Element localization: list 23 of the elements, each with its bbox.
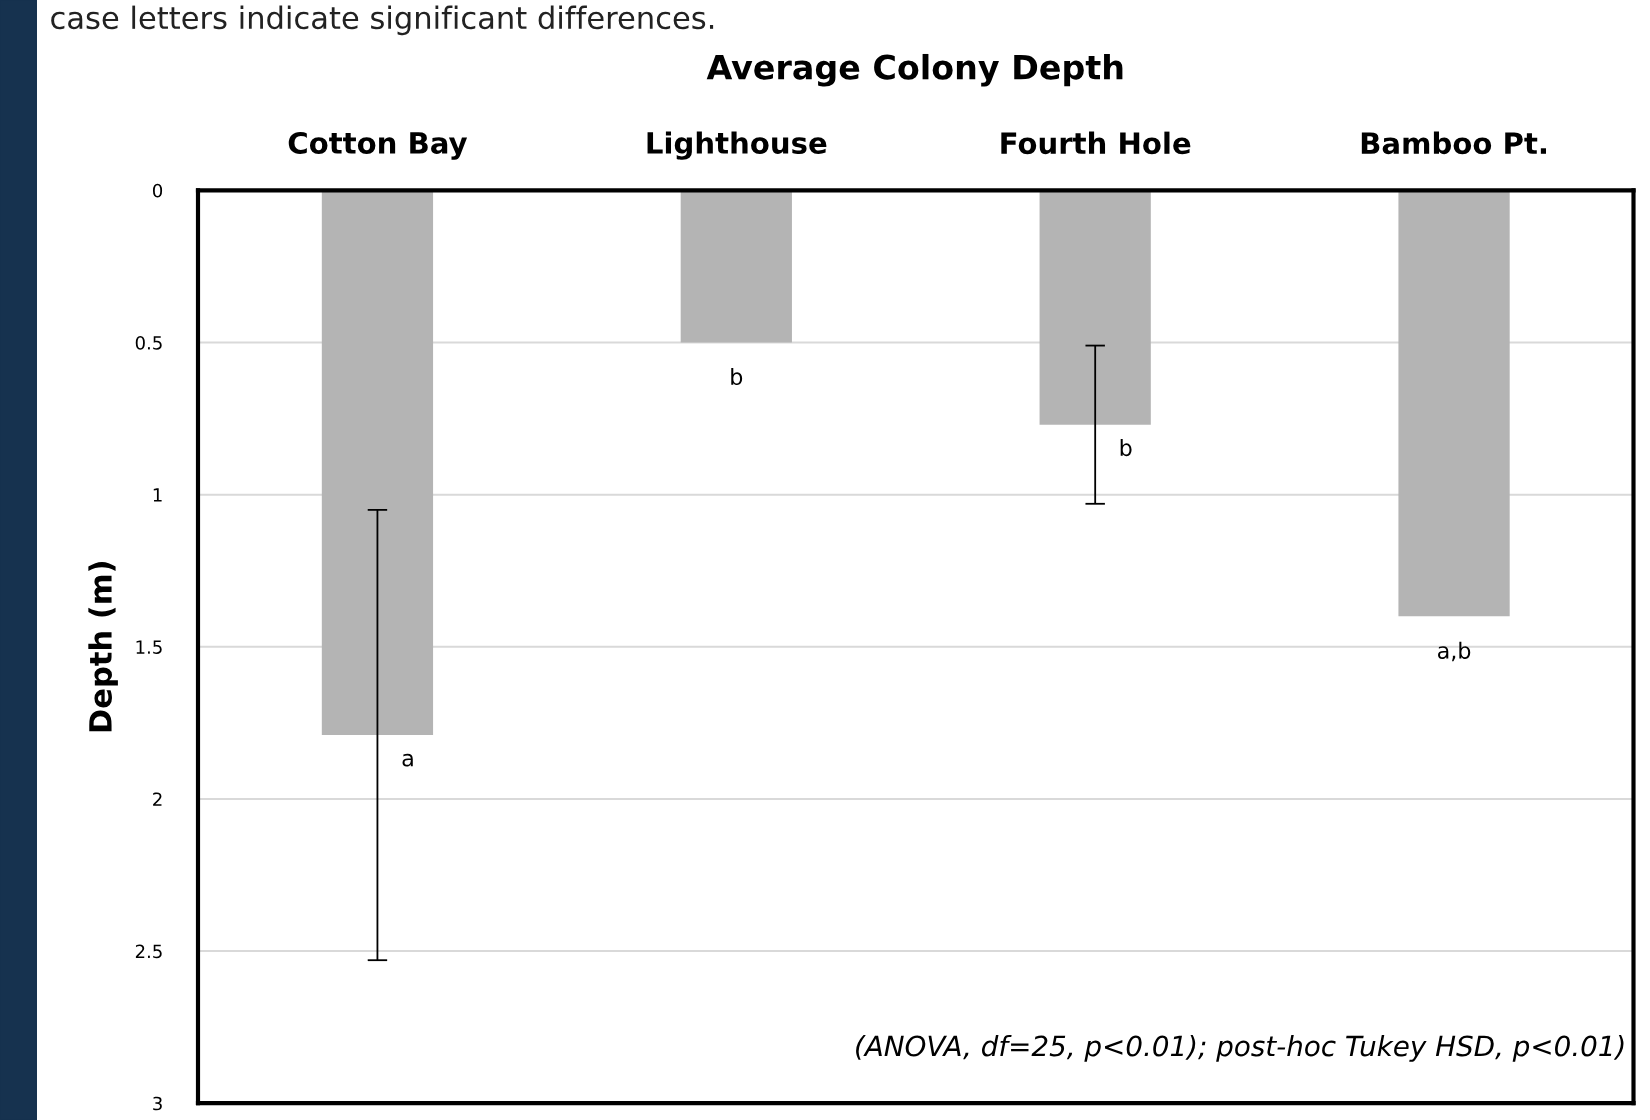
x-tick-label: Cotton Bay xyxy=(288,131,468,160)
bar xyxy=(321,190,434,736)
annotation: b xyxy=(1120,438,1132,457)
y-tick-label: 0.5 xyxy=(135,335,162,350)
bar xyxy=(1398,190,1510,617)
annotation: a xyxy=(402,753,413,767)
y-tick-label: 0 xyxy=(152,183,163,198)
annotation: a,b xyxy=(1438,641,1471,662)
y-axis-title: Depth (m) xyxy=(88,562,118,732)
annotation: (ANOVA, df=25, p<0.01); post-hoc Tukey HSD, p<0.01) xyxy=(856,1034,1624,1062)
bar xyxy=(1039,190,1151,425)
chart-title: Average Colony Depth xyxy=(706,53,1123,87)
annotation: b xyxy=(731,367,743,386)
y-tick-label: 1 xyxy=(153,488,162,502)
y-tick-label: 2.5 xyxy=(135,944,162,959)
bar xyxy=(680,190,792,343)
x-tick-label: Fourth Hole xyxy=(1001,131,1191,155)
y-tick-label: 1.5 xyxy=(136,640,162,654)
y-tick-label: 2 xyxy=(153,792,162,806)
y-tick-label: 3 xyxy=(153,1096,162,1111)
x-tick-label: Bamboo Pt. xyxy=(1361,131,1546,155)
text: case letters indicate significant differences. xyxy=(51,5,714,36)
x-tick-label: Lighthouse xyxy=(647,131,827,160)
